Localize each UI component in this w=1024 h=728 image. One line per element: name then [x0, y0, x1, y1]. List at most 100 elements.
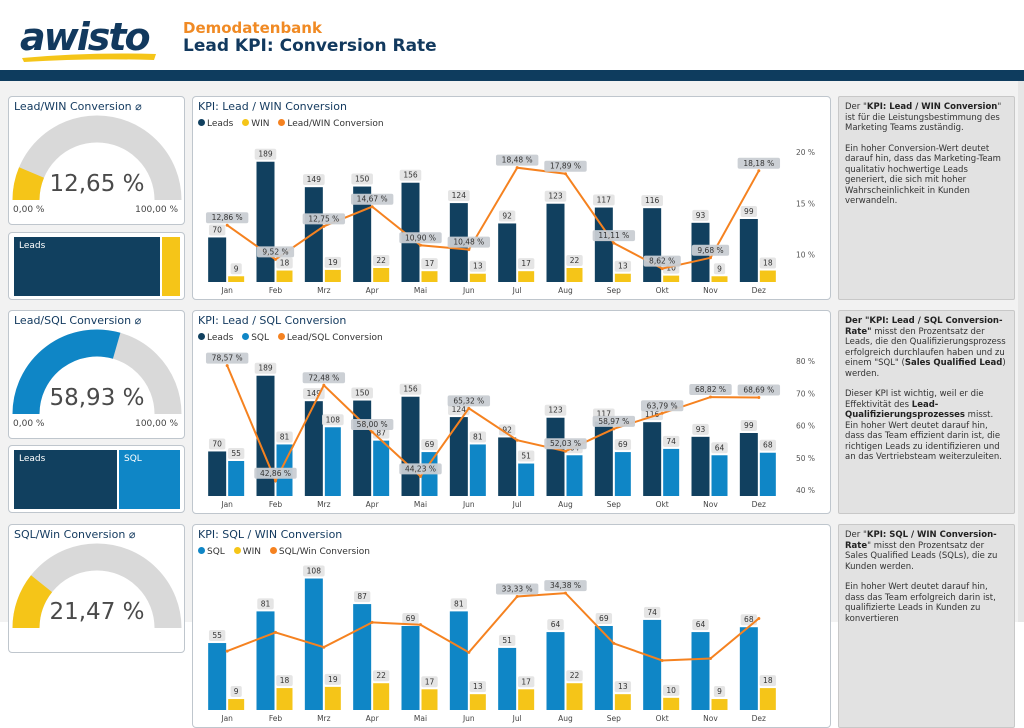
chart-legend: SQL WIN SQL/Win Conversion [198, 547, 376, 557]
gauge-min-label: 0,00 % [13, 205, 45, 215]
line-point [757, 169, 761, 173]
bar-value-label: 69 [425, 440, 435, 449]
legend-item[interactable]: SQL [198, 547, 225, 557]
line-point [564, 172, 567, 176]
treemap-block-leads[interactable]: Leads [14, 450, 117, 509]
legend-item[interactable]: SQL [242, 333, 269, 343]
treemap-block-win[interactable] [162, 237, 180, 296]
awisto-logo: awisto [20, 15, 156, 62]
bar-leads [449, 417, 468, 496]
line-point [709, 395, 712, 399]
bar-sql [643, 619, 662, 710]
bar-value-label: 123 [548, 192, 563, 201]
x-tick-label: Mai [414, 714, 427, 723]
bar-value-label: 55 [231, 449, 241, 458]
bar-value-label-bg [593, 194, 615, 206]
x-tick-label: Dez [752, 286, 766, 295]
gauge-title: Lead/WIN Conversion ⌀ [14, 100, 142, 113]
line-point [274, 257, 277, 261]
bar-leads [739, 433, 758, 496]
treemap-block-sql[interactable]: SQL [119, 450, 180, 509]
line-point [225, 364, 229, 368]
bar-value-label: 17 [521, 259, 531, 268]
line-value-label: 72,48 % [308, 373, 339, 382]
bar-sql [324, 427, 341, 496]
sql-win-combo-chart: 55 9 Jan 81 18 Feb 108 19 Mrz 87 22 Apr 69 17 Mai 81 13 J… [208, 565, 777, 723]
x-tick-label: Jul [512, 286, 522, 295]
line-value-label-bg [205, 352, 249, 364]
x-tick-label: Apr [366, 500, 380, 509]
lead-sql-gauge-card[interactable]: Lead/SQL Conversion ⌀ 58,93 % 0,00 % 100… [8, 310, 185, 439]
bar-value-label-bg [740, 420, 758, 431]
bar-value-label: 10 [666, 686, 676, 695]
bar-value-label: 18 [763, 676, 773, 685]
bar-value-label: 99 [744, 207, 754, 216]
line-value-label: 18,48 % [502, 156, 533, 165]
bar-sql [691, 632, 710, 710]
info-icon[interactable]: ⌀ [134, 314, 142, 327]
x-tick-label: Dez [752, 500, 766, 509]
bar-value-label-bg [595, 613, 613, 624]
bar-value-label: 150 [355, 389, 370, 398]
bar-value-label: 13 [473, 262, 483, 271]
legend-item[interactable]: Leads [198, 119, 233, 129]
bar-value-label: 19 [328, 675, 338, 684]
line-value-label-bg [302, 372, 346, 384]
bar-value-label-bg [303, 174, 325, 186]
treemap-block-leads[interactable]: Leads [14, 237, 160, 296]
line-value-label-bg [689, 384, 732, 396]
line-point [467, 406, 471, 410]
sql-win-chart-card: KPI: SQL / WIN Conversion SQL WIN SQL/Wi… [192, 524, 831, 728]
line-point [515, 438, 519, 442]
bar-win [759, 688, 776, 710]
lead-win-gauge-card[interactable]: Lead/WIN Conversion ⌀ 12,65 % 0,00 % 100… [8, 96, 185, 225]
line-value-label-bg [399, 463, 442, 475]
bar-sql [518, 463, 535, 496]
bar-value-label: 51 [502, 636, 512, 645]
legend-item[interactable]: Leads [198, 333, 233, 343]
line-value-label: 12,75 % [308, 214, 339, 223]
bar-value-label: 18 [280, 259, 290, 268]
line-value-label: 42,86 % [260, 469, 291, 478]
line-value-label: 68,82 % [695, 385, 726, 394]
x-tick-label: Sep [607, 500, 621, 509]
gauge-value: 58,93 % [49, 385, 145, 411]
svg-text:awisto: awisto [20, 15, 150, 59]
info-icon[interactable]: ⌀ [135, 100, 142, 113]
sql-win-gauge-card[interactable]: SQL/Win Conversion ⌀ 21,47 % [8, 524, 185, 653]
x-tick-label: Jan [220, 714, 233, 723]
line-point [274, 479, 277, 483]
legend-item[interactable]: WIN [233, 547, 261, 557]
bar-value-label-bg [759, 439, 777, 451]
legend-item[interactable]: SQL/Win Conversion [269, 547, 370, 557]
line-value-label: 14,67 % [357, 195, 388, 204]
bar-value-label: 9 [234, 264, 239, 273]
line-point [322, 645, 326, 649]
legend-item[interactable]: Lead/WIN Conversion [278, 119, 384, 129]
bar-win [276, 270, 293, 282]
line-point [709, 256, 712, 260]
line-point [660, 658, 664, 662]
description-paragraph: Ein hoher Wert deutet darauf hin, dass d… [845, 582, 996, 624]
legend-item[interactable]: Lead/SQL Conversion [277, 333, 383, 343]
bar-value-label: 64 [551, 620, 561, 629]
bar-value-label-bg [662, 435, 680, 447]
lead-sql-treemap-card[interactable]: Leads SQL [8, 445, 185, 513]
y2-tick-label: 50 % [796, 454, 815, 463]
bar-value-label: 69 [618, 440, 628, 449]
info-icon[interactable]: ⌀ [128, 528, 136, 541]
bar-value-label-bg [208, 438, 226, 450]
bar-value-label-bg [544, 404, 567, 416]
x-tick-label: Feb [269, 714, 283, 723]
bar-value-label-bg [641, 195, 663, 207]
line-value-label-bg [544, 438, 587, 450]
legend-item[interactable]: WIN [242, 119, 269, 129]
description-paragraph: Ein hoher Conversion-Wert deutet darauf … [845, 143, 1001, 207]
page-scrollbar[interactable] [1018, 81, 1024, 622]
lead-win-treemap-card[interactable]: Leads [8, 232, 185, 300]
x-tick-label: Jun [462, 500, 475, 509]
bar-value-label: 51 [521, 452, 531, 461]
line-value-label: 17,89 % [550, 162, 581, 171]
bar-value-label-bg [399, 383, 422, 395]
line-value-label: 8,62 % [649, 257, 675, 266]
